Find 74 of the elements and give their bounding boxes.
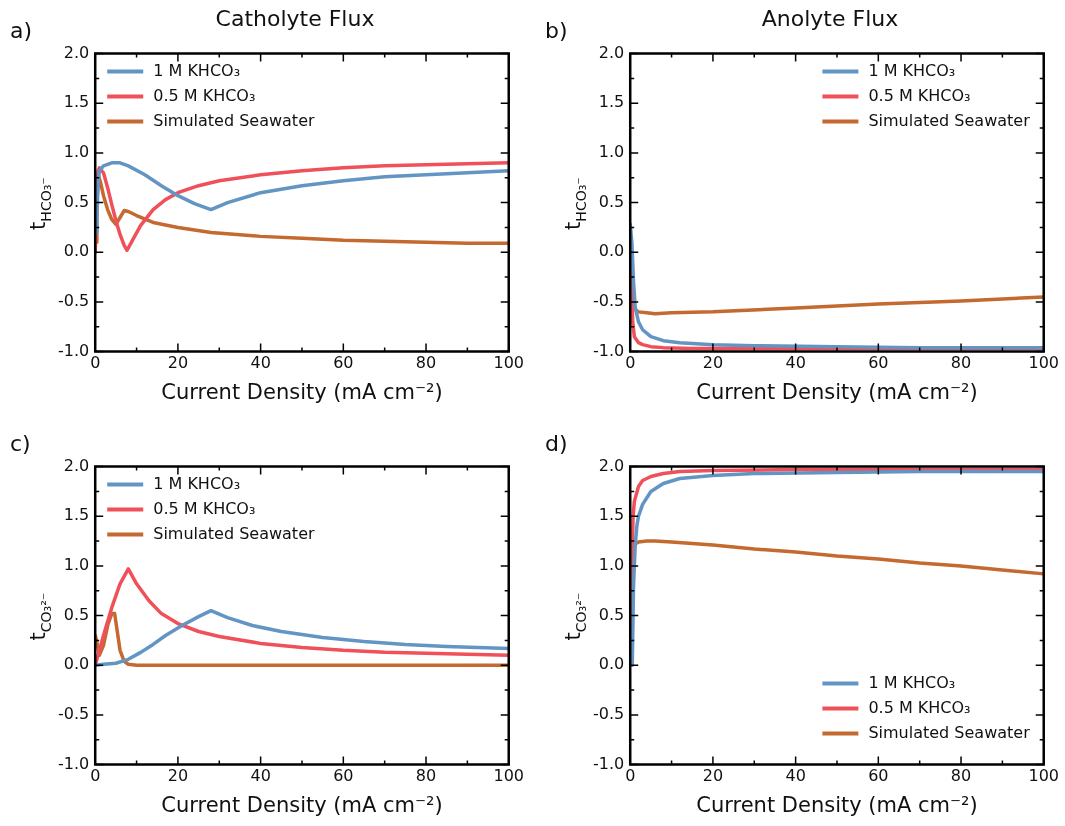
y-tick-label: 1.0 — [63, 142, 90, 162]
y-tick-label: 2.0 — [63, 42, 90, 62]
x-axis-title: Current Density (mA cm⁻²) — [161, 379, 443, 404]
y-tick-label: 2.0 — [598, 455, 625, 475]
y-tick-label: -0.5 — [593, 704, 625, 724]
y-tick-label: 1.5 — [598, 505, 625, 525]
text: a) — [10, 18, 33, 43]
text: b) — [545, 18, 568, 43]
x-tick-label: 60 — [868, 353, 889, 373]
y-tick-label: -0.5 — [593, 291, 625, 311]
y-tick-label: 0.5 — [63, 191, 90, 211]
x-tick-label: 80 — [950, 353, 972, 373]
y-tick-label: -0.5 — [58, 704, 90, 724]
y-tick-label: 0.5 — [63, 604, 90, 624]
chart-title: Anolyte Flux — [760, 6, 900, 31]
x-tick-label: 0 — [625, 766, 636, 786]
x-tick-label: 0 — [90, 353, 101, 373]
legend-label: 1 M KHCO₃ — [153, 473, 241, 493]
y-tick-label: 2.0 — [63, 455, 90, 475]
y-tick-label: 0.5 — [598, 191, 625, 211]
y-tick-label: -1.0 — [58, 340, 90, 360]
x-tick-label: 20 — [702, 766, 724, 786]
legend-label: 0.5 M KHCO₃ — [868, 697, 971, 717]
text: c) — [10, 431, 31, 456]
x-tick-label: 100 — [493, 766, 524, 786]
x-tick-label: 100 — [493, 353, 524, 373]
x-tick-label: 60 — [333, 766, 354, 786]
y-tick-label: 1.0 — [63, 555, 90, 575]
y-tick-label: 1.5 — [598, 92, 625, 112]
x-tick-label: 0 — [625, 353, 636, 373]
x-tick-label: 20 — [167, 353, 189, 373]
x-tick-label: 80 — [415, 766, 437, 786]
x-tick-label: 100 — [1028, 353, 1059, 373]
y-tick-label: 0.0 — [598, 241, 625, 261]
legend-label: 0.5 M KHCO₃ — [868, 85, 971, 105]
y-tick-label: 0.0 — [63, 241, 90, 261]
y-tick-label: 2.0 — [598, 42, 625, 62]
y-tick-label: 0.5 — [598, 604, 625, 624]
legend-label: 1 M KHCO₃ — [868, 672, 956, 692]
x-axis-title: Current Density (mA cm⁻²) — [696, 792, 978, 817]
y-tick-label: -1.0 — [593, 753, 625, 773]
x-tick-label: 40 — [785, 353, 806, 373]
x-tick-label: 60 — [333, 353, 354, 373]
legend-label: 1 M KHCO₃ — [868, 60, 956, 80]
y-tick-label: 1.5 — [63, 505, 90, 525]
x-tick-label: 80 — [950, 766, 972, 786]
y-tick-label: 1.0 — [598, 555, 625, 575]
x-tick-label: 60 — [868, 766, 889, 786]
y-tick-label: -1.0 — [593, 340, 625, 360]
x-tick-label: 40 — [250, 766, 271, 786]
legend-label: 1 M KHCO₃ — [153, 60, 241, 80]
x-tick-label: 80 — [415, 353, 437, 373]
x-tick-label: 40 — [785, 766, 806, 786]
y-tick-label: -1.0 — [58, 753, 90, 773]
x-tick-label: 40 — [250, 353, 271, 373]
x-tick-label: 0 — [90, 766, 101, 786]
y-tick-label: -0.5 — [58, 291, 90, 311]
x-tick-label: 20 — [702, 353, 724, 373]
y-tick-label: 1.5 — [63, 92, 90, 112]
y-tick-label: 0.0 — [598, 654, 625, 674]
legend-label: 0.5 M KHCO₃ — [153, 85, 256, 105]
x-axis-title: Current Density (mA cm⁻²) — [161, 792, 443, 817]
legend-label: Simulated Seawater — [153, 110, 315, 130]
x-tick-label: 100 — [1028, 766, 1059, 786]
chart-title: Catholyte Flux — [214, 6, 376, 31]
text: d) — [545, 431, 568, 456]
legend-label: Simulated Seawater — [868, 722, 1031, 742]
x-tick-label: 20 — [167, 766, 189, 786]
y-tick-label: 0.0 — [63, 654, 90, 674]
y-tick-label: 1.0 — [598, 142, 625, 162]
legend-label: Simulated Seawater — [153, 523, 315, 543]
legend-label: 0.5 M KHCO₃ — [153, 498, 256, 518]
x-axis-title: Current Density (mA cm⁻²) — [696, 379, 978, 404]
legend-label: Simulated Seawater — [868, 110, 1031, 130]
